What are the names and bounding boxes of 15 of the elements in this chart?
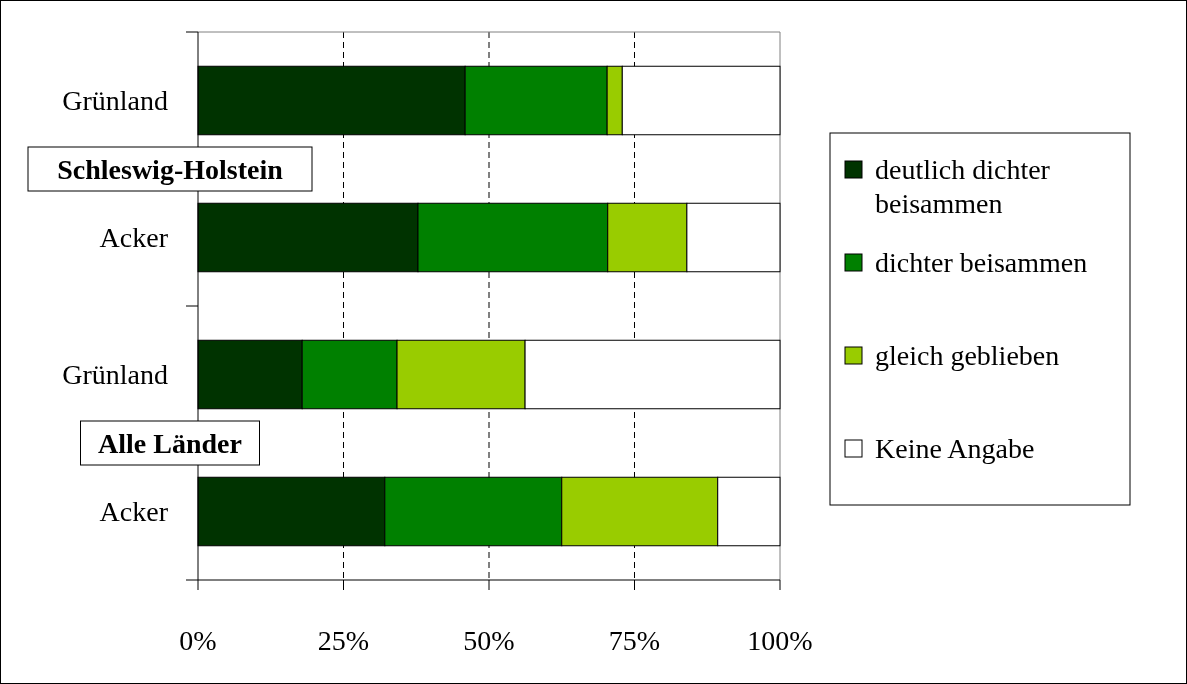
y-tick-label: Grünland [62,84,168,116]
y-tick-label: Acker [99,495,169,527]
y-tick-label: Grünland [62,358,168,390]
x-tick-label: 50% [463,625,515,656]
y-tick-label: Acker [99,221,169,253]
legend-label: deutlich dichter beisammen [875,154,1051,219]
legend-label: dichter beisammen [875,247,1088,278]
x-tick-label: 0% [179,625,217,656]
annotation: Schleswig-Holstein [57,154,284,185]
x-tick-label: 100% [747,625,813,656]
legend-label: Keine Angabe [875,433,1035,464]
annotation: Alle Länder [98,428,242,459]
x-tick-label: 25% [317,625,370,656]
legend-label: gleich geblieben [875,340,1060,371]
x-tick-label: 75% [608,625,661,656]
